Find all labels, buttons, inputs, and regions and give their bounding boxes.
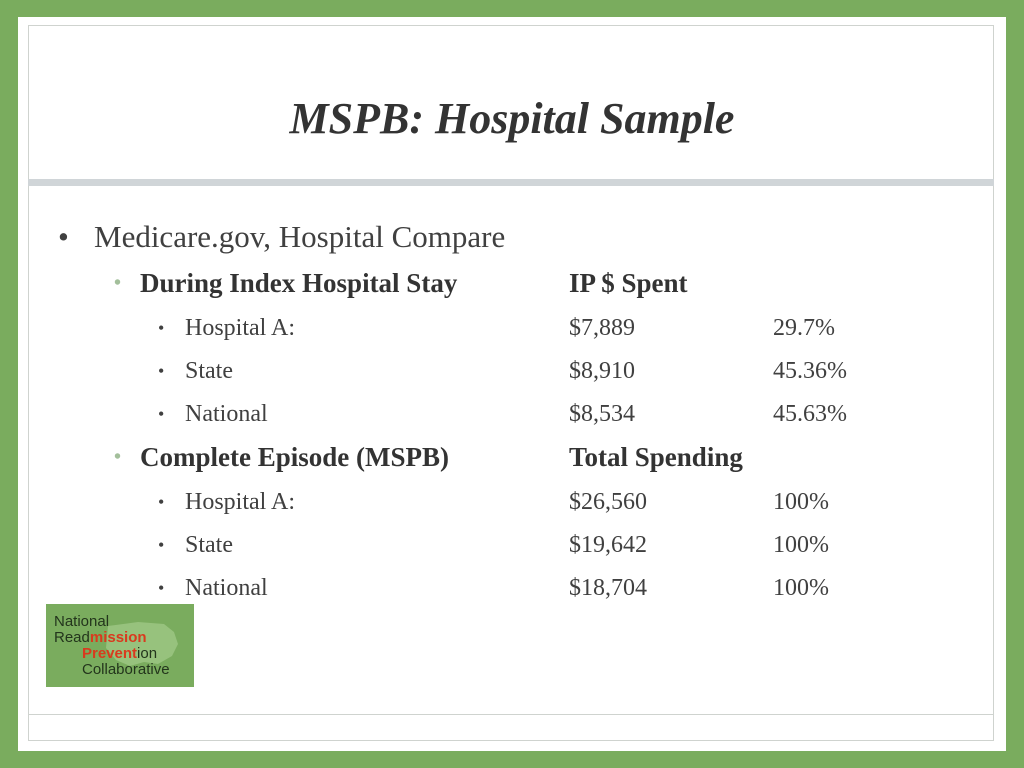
bullet-dot-icon: • — [158, 535, 165, 555]
row-amount: $26,560 — [569, 489, 647, 515]
row-amount: $18,704 — [569, 575, 647, 601]
row-percent: 100% — [773, 532, 829, 558]
row-percent: 100% — [773, 489, 829, 515]
main-bullet: • Medicare.gov, Hospital Compare — [58, 217, 505, 257]
row-label: Hospital A: — [185, 489, 296, 515]
row-label: National — [185, 575, 268, 601]
row-amount: $8,534 — [569, 401, 635, 427]
slide-title: MSPB: Hospital Sample — [289, 94, 735, 143]
us-map-icon — [106, 622, 178, 666]
section-heading: Complete Episode (MSPB) — [140, 442, 449, 472]
nrpc-logo: National Readmission Prevention Collabor… — [46, 604, 194, 687]
title-divider — [28, 179, 994, 186]
row-percent: 45.63% — [773, 401, 847, 427]
bullet-dot-icon: • — [158, 361, 165, 381]
logo-line: Collaborative — [82, 661, 170, 678]
bullet-dot-icon: • — [58, 219, 69, 254]
sub-bullet-dot-icon: • — [114, 272, 122, 294]
row-label: State — [185, 532, 233, 558]
row-percent: 45.36% — [773, 358, 847, 384]
row-label: Hospital A: — [185, 315, 296, 341]
logo-line: Prevention — [82, 645, 158, 662]
section-heading: During Index Hospital Stay — [140, 268, 458, 298]
bullet-dot-icon: • — [158, 318, 165, 338]
footer-divider — [28, 714, 994, 715]
row-percent: 100% — [773, 575, 829, 601]
slide: MSPB: Hospital Sample • Medicare.gov, Hos… — [18, 17, 1006, 751]
bullet-dot-icon: • — [158, 578, 165, 598]
section-column-heading: IP $ Spent — [569, 268, 688, 298]
slide-frame — [28, 25, 994, 741]
logo-line: Readmission — [54, 629, 147, 646]
row-amount: $8,910 — [569, 358, 635, 384]
bullet-dot-icon: • — [158, 492, 165, 512]
main-bullet-text: Medicare.gov, Hospital Compare — [94, 219, 506, 254]
section-column-heading: Total Spending — [569, 442, 743, 472]
logo-line: National — [54, 613, 110, 630]
row-amount: $19,642 — [569, 532, 647, 558]
sub-bullet-dot-icon: • — [114, 446, 122, 468]
bullet-dot-icon: • — [158, 404, 165, 424]
row-label: National — [185, 401, 268, 427]
row-amount: $7,889 — [569, 315, 635, 341]
row-percent: 29.7% — [773, 315, 835, 341]
row-label: State — [185, 358, 233, 384]
